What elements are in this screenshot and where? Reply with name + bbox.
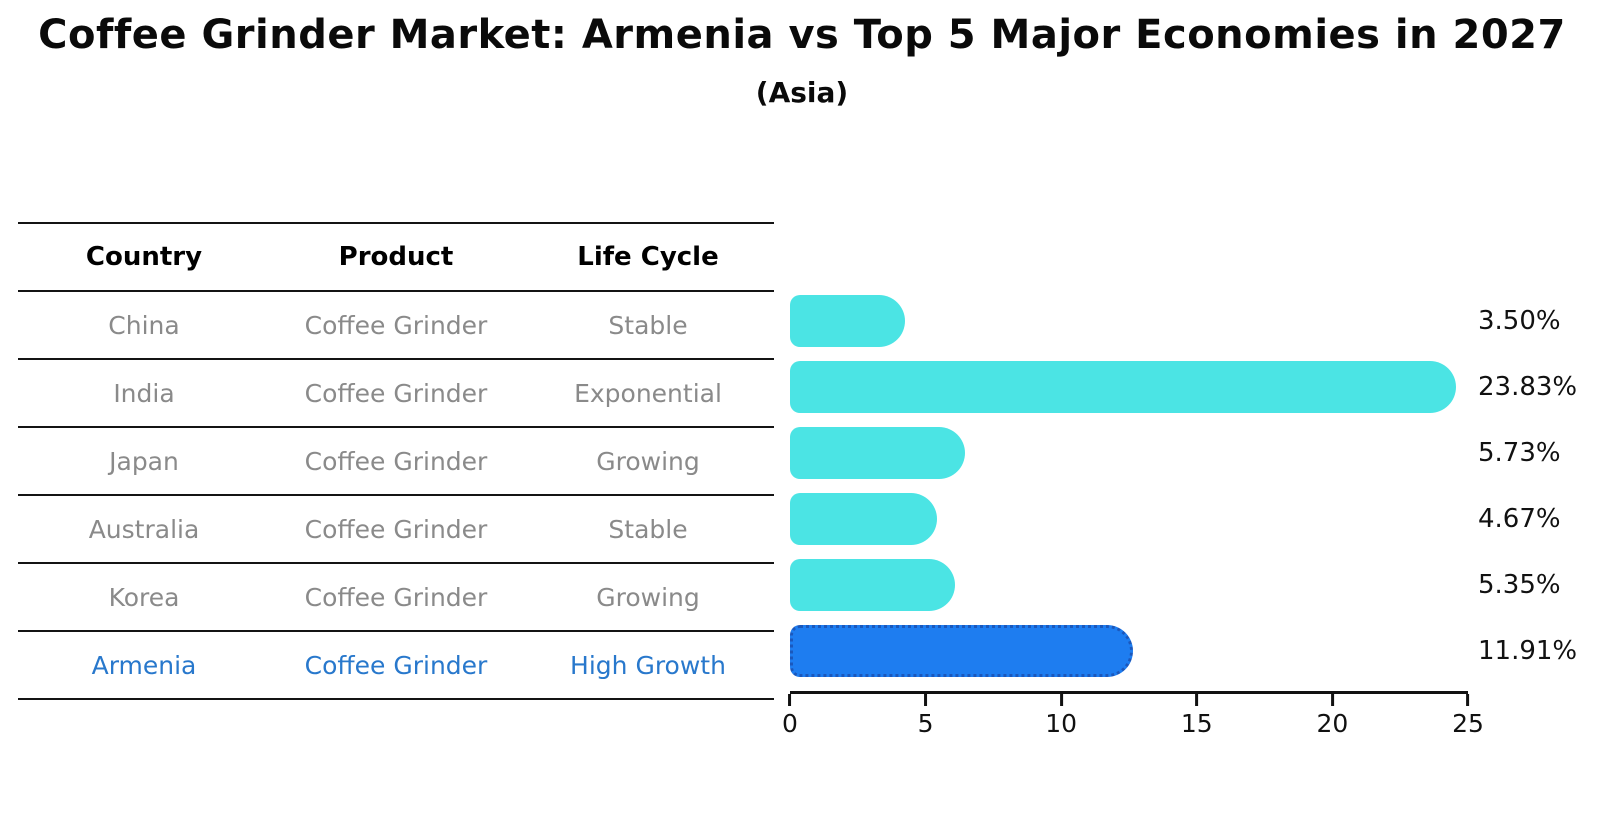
- table-cell-life-cycle: High Growth: [570, 650, 726, 680]
- table-cell-life-cycle: Growing: [596, 446, 700, 476]
- table-cell-country: China: [108, 310, 180, 340]
- x-axis-tickmark: [1466, 694, 1470, 706]
- x-axis-tickmark: [1059, 694, 1063, 706]
- bar-plot: [790, 288, 1468, 684]
- table-cell-country: Armenia: [91, 650, 197, 680]
- value-label-china: 3.50%: [1478, 306, 1561, 336]
- table-row-india: India Coffee Grinder Exponential: [18, 358, 774, 426]
- bar-row-korea: [790, 552, 1468, 618]
- table-cell-country: India: [113, 378, 175, 408]
- table-cell-product: Coffee Grinder: [304, 310, 488, 340]
- table-cell-life-cycle: Stable: [608, 514, 688, 544]
- table-cell-country: Australia: [88, 514, 200, 544]
- table-row-japan: Japan Coffee Grinder Growing: [18, 426, 774, 494]
- market-share-bar-armenia: [790, 625, 1133, 677]
- x-axis-tick-0: 0: [782, 694, 798, 738]
- value-label-australia: 4.67%: [1478, 504, 1561, 534]
- table-cell-product: Coffee Grinder: [304, 446, 488, 476]
- x-axis: 0 5 10 15 20 25: [782, 691, 1484, 740]
- bar-row-china: [790, 288, 1468, 354]
- table-row-australia: Australia Coffee Grinder Stable: [18, 494, 774, 562]
- table-header-row: Country Product Life Cycle: [18, 222, 774, 290]
- x-axis-tick-10: 10: [1045, 694, 1077, 738]
- table-header-cell-life-cycle: Life Cycle: [577, 242, 719, 272]
- table-cell-product: Coffee Grinder: [304, 378, 488, 408]
- x-axis-tick-label: 10: [1045, 709, 1078, 738]
- x-axis-tickmark: [1195, 694, 1199, 706]
- table-cell-product: Coffee Grinder: [304, 514, 488, 544]
- bar-row-japan: [790, 420, 1468, 486]
- chart-title: Coffee Grinder Market: Armenia vs Top 5 …: [38, 12, 1566, 58]
- chart-subtitle: (Asia): [755, 76, 849, 109]
- x-axis-tick-15: 15: [1181, 694, 1213, 738]
- x-axis-tickmark: [788, 694, 792, 706]
- comparison-table: Country Product Life Cycle China Coffee Grin…: [18, 222, 774, 700]
- table-row-china: China Coffee Grinder Stable: [18, 290, 774, 358]
- table-row-korea: Korea Coffee Grinder Growing: [18, 562, 774, 630]
- table-cell-life-cycle: Growing: [596, 582, 700, 612]
- x-axis-tick-label: 20: [1316, 709, 1349, 738]
- table-row-armenia: Armenia Coffee Grinder High Growth: [18, 630, 774, 698]
- value-label-column: 3.50% 23.83% 5.73% 4.67% 5.35% 11.91%: [1478, 288, 1577, 684]
- table-header-cell-country: Country: [85, 242, 203, 272]
- bar-row-india: [790, 354, 1468, 420]
- value-label-armenia: 11.91%: [1478, 636, 1578, 666]
- market-share-bar-china: [790, 295, 905, 347]
- x-axis-tickmark: [924, 694, 928, 706]
- bar-row-australia: [790, 486, 1468, 552]
- x-axis-tick-label: 25: [1452, 709, 1484, 738]
- table-cell-life-cycle: Exponential: [574, 378, 722, 408]
- table-cell-country: Japan: [109, 446, 179, 476]
- table-cell-product: Coffee Grinder: [304, 650, 488, 680]
- market-share-bar-korea: [790, 559, 956, 611]
- x-axis-tick-label: 0: [782, 709, 798, 738]
- market-share-bar-australia: [790, 493, 937, 545]
- table-cell-product: Coffee Grinder: [304, 582, 488, 612]
- market-share-bar-india: [790, 361, 1457, 413]
- x-axis-tick-25: 25: [1452, 694, 1484, 738]
- value-label-korea: 5.35%: [1478, 570, 1561, 600]
- x-axis-tick-5: 5: [918, 694, 934, 738]
- x-axis-tick-label: 15: [1180, 709, 1213, 738]
- table-cell-country: Korea: [108, 582, 180, 612]
- bar-row-armenia: [790, 618, 1468, 684]
- x-axis-tickmark: [1330, 694, 1334, 706]
- table-header-cell-product: Product: [338, 242, 454, 272]
- value-label-japan: 5.73%: [1478, 438, 1561, 468]
- value-label-india: 23.83%: [1478, 372, 1578, 402]
- x-axis-tick-label: 5: [917, 709, 934, 738]
- market-share-bar-japan: [790, 427, 966, 479]
- table-cell-life-cycle: Stable: [608, 310, 688, 340]
- x-axis-tick-20: 20: [1316, 694, 1348, 738]
